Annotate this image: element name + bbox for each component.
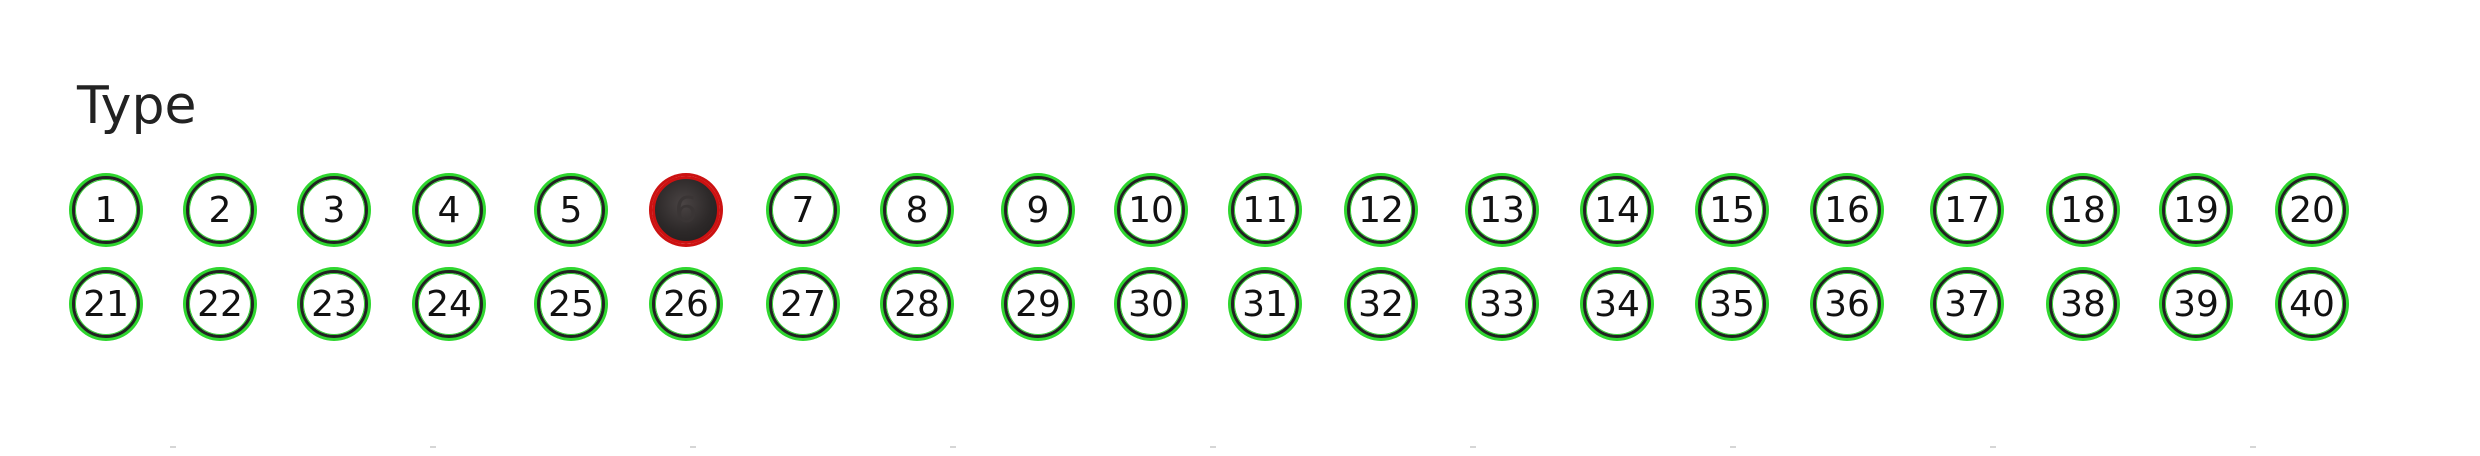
option-bubble[interactable]: 32 — [1347, 270, 1415, 338]
option-bubble[interactable]: 34 — [1583, 270, 1651, 338]
option-bubble[interactable]: 26 — [652, 270, 720, 338]
option-bubble[interactable]: 2 — [186, 176, 254, 244]
option-bubble-selected[interactable]: 6 — [652, 176, 720, 244]
option-bubble[interactable]: 5 — [537, 176, 605, 244]
option-bubble[interactable]: 33 — [1468, 270, 1536, 338]
faint-mark — [2250, 446, 2256, 448]
option-bubble[interactable]: 22 — [186, 270, 254, 338]
option-bubble[interactable]: 28 — [883, 270, 951, 338]
option-bubble[interactable]: 23 — [300, 270, 368, 338]
faint-mark — [170, 446, 176, 448]
option-bubble[interactable]: 19 — [2162, 176, 2230, 244]
option-bubble[interactable]: 38 — [2049, 270, 2117, 338]
option-bubble[interactable]: 31 — [1231, 270, 1299, 338]
section-heading: Type — [77, 76, 197, 136]
faint-mark — [1470, 446, 1476, 448]
option-bubble[interactable]: 17 — [1933, 176, 2001, 244]
option-bubble[interactable]: 16 — [1813, 176, 1881, 244]
bubble-row-1: 1 2 3 4 5 6 7 8 9 10 11 12 13 14 15 16 1… — [0, 176, 2480, 256]
option-bubble[interactable]: 8 — [883, 176, 951, 244]
option-bubble[interactable]: 4 — [415, 176, 483, 244]
option-bubble[interactable]: 40 — [2278, 270, 2346, 338]
option-bubble[interactable]: 35 — [1698, 270, 1766, 338]
faint-bottom-marks — [0, 446, 2480, 448]
option-bubble[interactable]: 39 — [2162, 270, 2230, 338]
faint-mark — [1730, 446, 1736, 448]
option-bubble[interactable]: 12 — [1347, 176, 1415, 244]
option-bubble[interactable]: 36 — [1813, 270, 1881, 338]
option-bubble[interactable]: 20 — [2278, 176, 2346, 244]
option-bubble[interactable]: 10 — [1117, 176, 1185, 244]
option-bubble[interactable]: 7 — [769, 176, 837, 244]
option-bubble[interactable]: 18 — [2049, 176, 2117, 244]
option-bubble[interactable]: 11 — [1231, 176, 1299, 244]
bubble-row-2: 21 22 23 24 25 26 27 28 29 30 31 32 33 3… — [0, 270, 2480, 350]
option-bubble[interactable]: 24 — [415, 270, 483, 338]
option-bubble[interactable]: 27 — [769, 270, 837, 338]
option-bubble[interactable]: 30 — [1117, 270, 1185, 338]
option-bubble[interactable]: 1 — [72, 176, 140, 244]
option-bubble[interactable]: 9 — [1004, 176, 1072, 244]
option-bubble[interactable]: 21 — [72, 270, 140, 338]
option-bubble[interactable]: 14 — [1583, 176, 1651, 244]
option-bubble[interactable]: 29 — [1004, 270, 1072, 338]
faint-mark — [430, 446, 436, 448]
option-bubble[interactable]: 15 — [1698, 176, 1766, 244]
faint-mark — [1210, 446, 1216, 448]
option-bubble[interactable]: 37 — [1933, 270, 2001, 338]
faint-mark — [690, 446, 696, 448]
option-bubble[interactable]: 25 — [537, 270, 605, 338]
faint-mark — [950, 446, 956, 448]
option-bubble[interactable]: 13 — [1468, 176, 1536, 244]
option-bubble[interactable]: 3 — [300, 176, 368, 244]
faint-mark — [1990, 446, 1996, 448]
